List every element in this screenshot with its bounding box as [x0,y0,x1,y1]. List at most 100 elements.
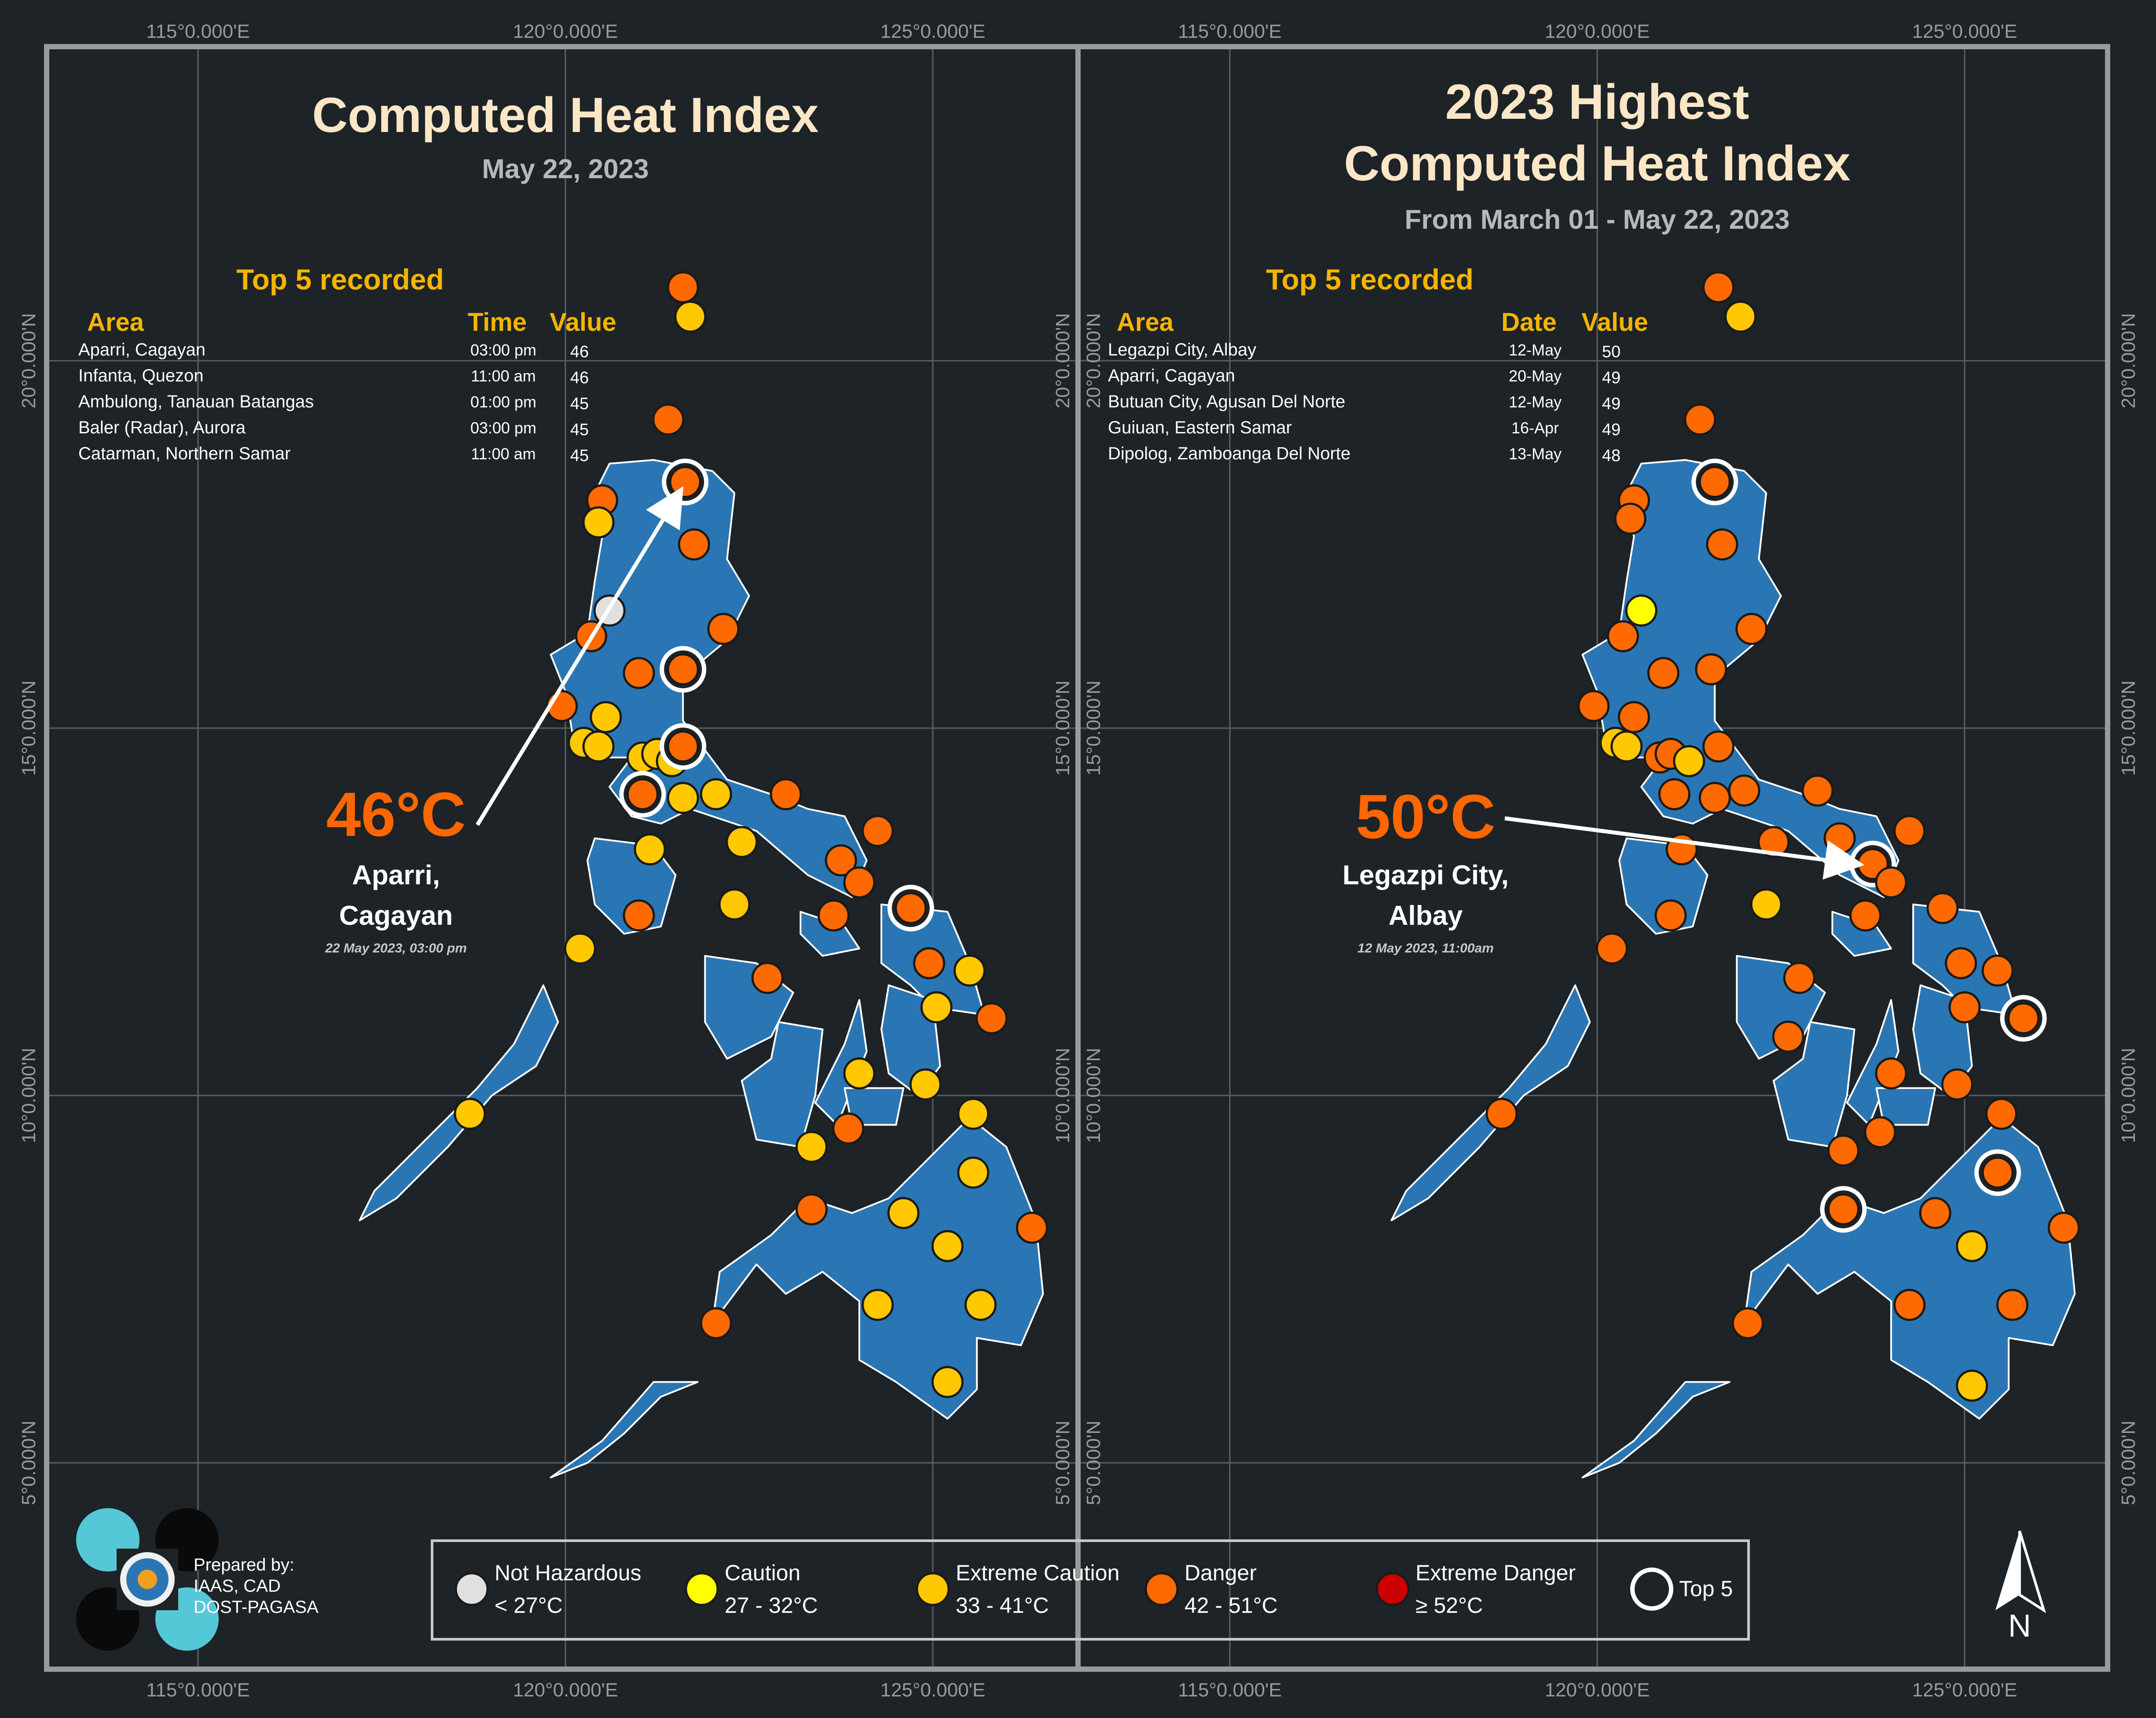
station-marker [1945,947,1977,979]
station-marker [770,778,802,810]
legend-swatch-extreme-caution [916,1572,950,1606]
island-landmass [1390,984,1591,1221]
station-marker [832,1112,865,1145]
station-marker [1772,1020,1804,1053]
legend-label: Not Hazardous [495,1560,642,1585]
station-marker [1724,300,1757,333]
station-marker [1875,1057,1907,1090]
latitude-label: 5°0.000'N [2118,1421,2139,1505]
station-marker [1757,826,1790,858]
station-marker [1827,1134,1859,1167]
longitude-label-top: 125°0.000'E [1912,21,2017,42]
table-row-area: Infanta, Quezon [78,366,204,385]
station-marker [707,613,740,645]
station-marker [909,1068,942,1101]
station-marker [667,271,699,304]
station-marker [931,1366,964,1398]
coordinate-labels: 115°0.000'E 115°0.000'E 120°0.000'E 120°0.0… [18,21,2139,1701]
station-marker [678,528,710,560]
table-row-area: Guiuan, Eastern Samar [1108,418,1292,437]
latitude-label: 5°0.000'N [1052,1421,1074,1505]
station-marker [1948,991,1981,1024]
callout-place-line-1: Aparri, [352,860,440,890]
station-marker [1919,1197,1951,1229]
north-arrow-icon: N [1995,1531,2046,1644]
table-row-area: Dipolog, Zamboanga Del Norte [1108,444,1350,463]
table-row-time: 12-May [1509,341,1562,359]
station-marker [931,1230,964,1262]
station-marker [667,653,699,685]
table-header-time: Time [468,308,527,337]
station-marker [1625,594,1657,627]
station-marker [667,782,699,814]
station-marker [700,778,732,810]
legend-range: 33 - 41°C [956,1593,1049,1618]
table-row-value: 45 [570,395,589,413]
station-marker [700,1307,732,1340]
station-marker [652,403,685,436]
station-marker [887,1197,920,1229]
longitude-label-top: 120°0.000'E [513,21,618,42]
callout-datetime: 12 May 2023, 11:00am [1357,941,1494,956]
map-subtitle: May 22, 2023 [482,154,649,184]
callout-arrow [476,486,684,826]
station-marker [1823,822,1856,854]
longitude-label-top: 115°0.000'E [146,21,250,42]
table-row-time: 20-May [1509,367,1562,385]
latitude-label: 10°0.000'N [1052,1048,1074,1143]
station-marker [590,701,622,733]
table-row-value: 46 [570,369,589,387]
station-marker [1801,774,1834,807]
station-marker [564,932,596,965]
table-row-area: Catarman, Northern Samar [78,444,290,463]
station-marker [1606,620,1639,652]
table-row-value: 48 [1602,447,1621,465]
station-marker [623,899,655,932]
latitude-label: 5°0.000'N [1083,1421,1104,1505]
legend-top5-label: Top 5 [1679,1576,1733,1601]
station-marker [1981,954,2014,987]
station-marker [1577,690,1610,722]
panel-daily-heat-index: Computed Heat Index May 22, 2023 Top 5 rec… [49,49,1075,1667]
station-marker [1875,866,1907,899]
station-marker [751,962,784,994]
table-row-value: 50 [1602,343,1621,361]
table-header-time: Date [1501,308,1557,337]
callout-place-line-1: Legazpi City, [1342,860,1509,890]
legend-label: Extreme Danger [1415,1560,1576,1585]
station-marker [1695,653,1727,685]
longitude-label-bottom: 120°0.000'E [513,1679,618,1701]
table-header-value: Value [550,308,616,337]
table-title: Top 5 recorded [236,263,444,296]
longitude-label-top: 125°0.000'E [880,21,986,42]
table-row-time: 11:00 am [471,445,535,463]
station-marker [718,888,751,921]
table-row-value: 49 [1602,421,1621,439]
table-row-value: 49 [1602,395,1621,413]
station-marker [895,892,927,924]
island-landmass [1846,999,1899,1126]
station-marker [1702,730,1735,763]
station-marker [726,826,758,858]
island-landmass [814,999,868,1126]
panel-highest-heat-index: 2023 Highest Computed Heat Index From Marc… [1081,49,2105,1667]
station-marker [1981,1156,2014,1189]
station-marker [843,1057,876,1090]
legend-box [431,1539,1750,1641]
longitude-label-top: 115°0.000'E [1178,21,1282,42]
longitude-label-bottom: 115°0.000'E [146,1679,250,1701]
table-row-value: 45 [570,421,589,439]
station-marker [1750,888,1782,921]
map-subtitle: From March 01 - May 22, 2023 [1404,205,1789,235]
table-row-area: Ambulong, Tanauan Batangas [78,392,314,411]
latitude-label: 15°0.000'N [18,681,40,776]
latitude-label: 20°0.000'N [1052,313,1074,409]
callout-place-line-2: Cagayan [339,901,453,931]
table-row-time: 16-Apr [1511,419,1559,437]
latitude-label: 10°0.000'N [2118,1048,2139,1143]
station-marker [1618,701,1650,733]
latitude-label: 20°0.000'N [2118,313,2139,409]
legend-label: Caution [725,1560,800,1585]
station-marker [913,947,946,979]
table-row-value: 49 [1602,369,1621,387]
